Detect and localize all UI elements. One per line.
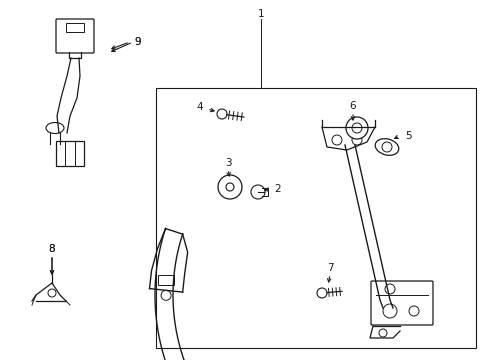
Circle shape bbox=[161, 291, 171, 300]
Circle shape bbox=[48, 289, 56, 297]
Bar bbox=[56, 141, 84, 166]
Text: 4: 4 bbox=[196, 102, 203, 112]
Text: 8: 8 bbox=[49, 244, 55, 254]
Bar bbox=[158, 275, 174, 285]
Circle shape bbox=[382, 304, 396, 318]
Bar bbox=[156, 88, 475, 348]
Circle shape bbox=[250, 185, 264, 199]
Text: 3: 3 bbox=[224, 158, 231, 168]
Circle shape bbox=[384, 284, 394, 294]
Circle shape bbox=[218, 175, 242, 199]
Circle shape bbox=[351, 123, 361, 133]
Text: 8: 8 bbox=[49, 244, 55, 254]
Text: 6: 6 bbox=[349, 101, 356, 111]
Ellipse shape bbox=[374, 139, 398, 155]
Circle shape bbox=[331, 135, 341, 145]
FancyBboxPatch shape bbox=[56, 19, 94, 53]
Ellipse shape bbox=[346, 117, 367, 139]
Text: 9: 9 bbox=[134, 37, 141, 47]
Text: 2: 2 bbox=[274, 184, 281, 194]
Circle shape bbox=[316, 288, 326, 298]
Circle shape bbox=[225, 183, 234, 191]
Circle shape bbox=[217, 109, 226, 119]
Circle shape bbox=[408, 306, 418, 316]
Circle shape bbox=[378, 329, 386, 337]
FancyBboxPatch shape bbox=[370, 281, 432, 325]
Text: 1: 1 bbox=[257, 9, 264, 19]
Text: 5: 5 bbox=[404, 131, 410, 141]
Circle shape bbox=[351, 135, 361, 145]
Text: 9: 9 bbox=[134, 37, 141, 47]
Text: 7: 7 bbox=[326, 263, 333, 273]
Bar bbox=[66, 23, 84, 32]
Circle shape bbox=[381, 142, 391, 152]
Ellipse shape bbox=[46, 122, 64, 134]
